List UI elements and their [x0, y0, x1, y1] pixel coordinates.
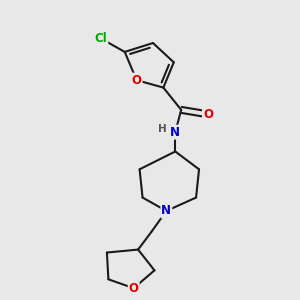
Text: Cl: Cl: [94, 32, 107, 45]
Text: O: O: [129, 282, 139, 295]
Text: O: O: [203, 108, 213, 121]
Text: O: O: [132, 74, 142, 87]
Text: H: H: [158, 124, 166, 134]
Text: N: N: [170, 126, 180, 139]
Text: N: N: [161, 204, 171, 218]
